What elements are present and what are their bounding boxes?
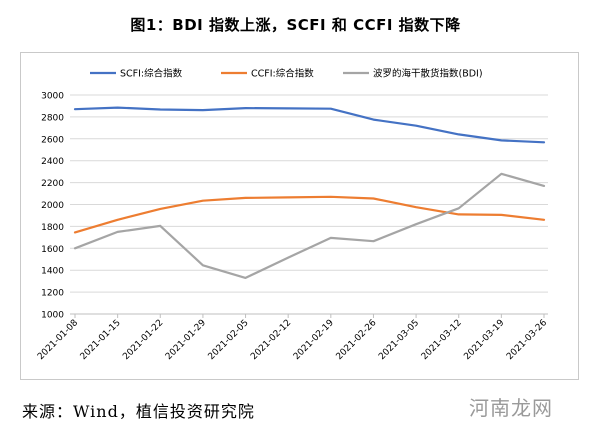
legend-label: SCFI:综合指数 [120,68,183,80]
x-tick-label: 2021-03-12 [420,318,464,362]
x-tick-label: 2021-01-22 [121,318,165,362]
x-tick-label: 2021-01-15 [79,318,123,362]
x-tick-label: 2021-02-26 [335,318,379,362]
y-tick-label: 1000 [41,311,64,321]
legend-label: CCFI:综合指数 [251,68,314,80]
watermark: 河南龙网 [469,396,553,420]
y-tick-label: 2200 [41,179,64,189]
y-tick-label: 1200 [41,289,64,299]
y-tick-label: 2400 [41,157,64,167]
series-line-1 [73,106,546,144]
x-tick-label: 2021-02-12 [249,318,293,362]
y-tick-label: 2000 [41,201,64,211]
y-tick-label: 2800 [41,113,64,123]
series-line-3 [73,172,546,279]
y-tick-label: 1400 [41,267,64,277]
x-tick-label: 2021-03-05 [377,318,421,362]
source-note: 来源：Wind，植信投资研究院 [22,402,255,421]
y-axis: 1000 1200 1400 1600 1800 2000 2200 2400 2600 2800… [41,92,64,321]
x-tick-label: 2021-03-19 [462,318,506,362]
legend-label: 波罗的海干散货指数(BDI) [373,68,483,80]
legend: SCFI:综合指数 CCFI:综合指数 波罗的海干散货指数(BDI) [90,68,483,80]
x-tick-label: 2021-02-19 [292,318,336,362]
series-line-2 [73,195,546,234]
y-tick-label: 1800 [41,223,64,233]
x-tick-label: 2021-02-05 [207,318,251,362]
x-axis: 2021-01-082021-01-152021-01-222021-01-29… [36,314,549,362]
x-tick-label: 2021-01-08 [36,318,80,362]
grid-lines [70,94,548,315]
y-tick-label: 1600 [41,245,64,255]
chart-title: 图1：BDI 指数上涨，SCFI 和 CCFI 指数下降 [130,16,461,34]
series-lines [73,106,546,279]
x-tick-label: 2021-03-26 [505,318,549,362]
chart-frame [20,52,579,380]
y-tick-label: 2600 [41,135,64,145]
x-tick-label: 2021-01-29 [164,318,208,362]
y-tick-label: 3000 [41,92,64,102]
